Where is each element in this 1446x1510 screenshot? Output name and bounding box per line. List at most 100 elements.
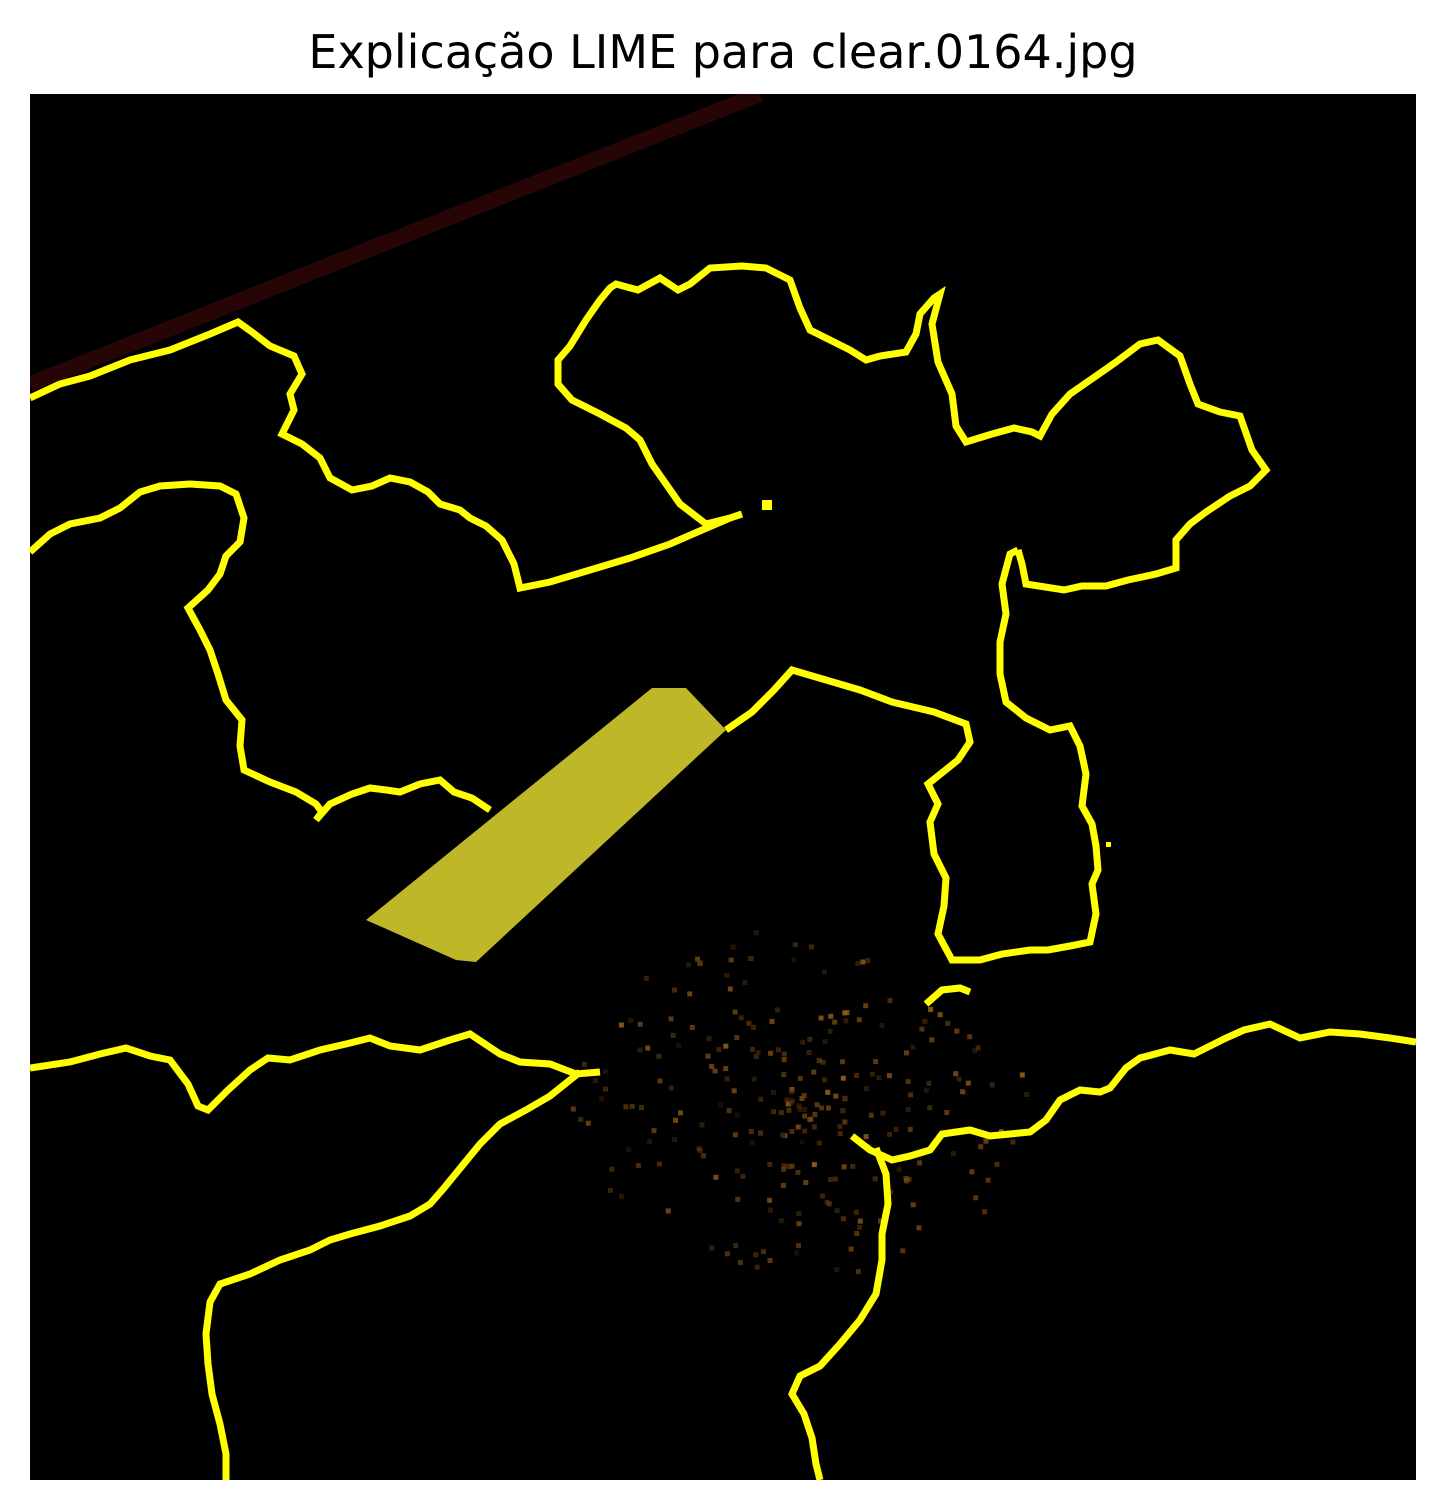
speckle xyxy=(706,1036,712,1042)
speckle xyxy=(784,1097,790,1103)
speckle xyxy=(657,1078,663,1084)
speckle xyxy=(696,1146,702,1152)
speckle xyxy=(771,1109,777,1115)
speckle xyxy=(629,1103,635,1109)
speckle xyxy=(778,1218,784,1224)
speckle xyxy=(570,1106,576,1112)
speckle xyxy=(811,1124,817,1130)
speckle xyxy=(967,1034,973,1040)
speckle xyxy=(712,1068,718,1074)
speckle xyxy=(843,1018,849,1024)
speckle xyxy=(767,1161,773,1167)
speckle xyxy=(730,944,736,950)
speckle xyxy=(989,1082,995,1088)
speckle xyxy=(651,1128,657,1134)
speckle xyxy=(832,1176,838,1182)
speckle xyxy=(758,1096,764,1102)
speckle xyxy=(820,1193,826,1199)
speckle xyxy=(602,1069,608,1075)
speckle xyxy=(872,1176,878,1182)
speckle xyxy=(801,1093,807,1099)
speckle xyxy=(994,1161,1000,1167)
speckle xyxy=(751,1076,757,1082)
speckle xyxy=(672,1137,677,1143)
speckle xyxy=(781,1057,787,1063)
speckle xyxy=(789,1163,795,1169)
speckle xyxy=(709,1064,715,1069)
speckle xyxy=(796,1221,802,1227)
speckle xyxy=(728,957,734,963)
speckle xyxy=(781,1182,786,1188)
speckle xyxy=(982,1209,988,1215)
speckle xyxy=(822,969,827,975)
speckle xyxy=(972,1048,978,1054)
speckle xyxy=(753,1252,759,1258)
speckle xyxy=(781,1072,787,1078)
speckle xyxy=(863,1134,869,1140)
speckle xyxy=(978,1144,984,1150)
speckle xyxy=(788,1100,794,1106)
speckle xyxy=(742,980,748,986)
speckle xyxy=(827,1028,833,1034)
speckle xyxy=(822,1039,828,1044)
speckle xyxy=(916,1225,922,1231)
speckle xyxy=(1024,1092,1030,1097)
speckle xyxy=(816,1058,822,1064)
speckle xyxy=(705,1053,711,1059)
background-stripe xyxy=(30,94,763,392)
speckle xyxy=(919,1026,925,1032)
speckle xyxy=(724,972,730,978)
speckle xyxy=(697,1148,703,1153)
speckle xyxy=(723,1043,729,1049)
speckle xyxy=(753,930,759,936)
speckle xyxy=(856,1017,862,1023)
speckle xyxy=(754,1054,759,1059)
speckle xyxy=(795,1169,801,1175)
speckle xyxy=(822,1077,827,1083)
speckle xyxy=(644,976,649,981)
speckle xyxy=(802,1107,808,1112)
speckle xyxy=(855,961,861,966)
speckle xyxy=(840,1059,845,1065)
speckle xyxy=(816,1140,822,1146)
speckle xyxy=(748,956,754,961)
image-canvas xyxy=(30,94,1416,1480)
speckle xyxy=(699,1122,705,1128)
speckle xyxy=(786,1107,792,1113)
speckle xyxy=(635,1163,641,1168)
speckle xyxy=(887,1131,892,1137)
speckle xyxy=(848,1246,854,1252)
speckle xyxy=(670,1032,676,1038)
speckle xyxy=(738,1015,744,1021)
speckle xyxy=(637,1021,643,1027)
speckle xyxy=(1019,1072,1025,1078)
speckle xyxy=(578,1116,584,1122)
speckle xyxy=(826,1105,831,1111)
speckle xyxy=(840,1075,846,1081)
speckle xyxy=(748,1129,754,1134)
speckle xyxy=(732,1009,738,1015)
speckle xyxy=(781,1163,787,1169)
speckle xyxy=(854,1072,859,1078)
speckle xyxy=(771,1089,776,1095)
speckle xyxy=(676,1042,682,1048)
speckle xyxy=(959,1089,965,1095)
boundary-lower-horizon xyxy=(30,1030,601,1115)
speckle xyxy=(780,1132,786,1138)
speckle xyxy=(673,1117,679,1123)
speckle xyxy=(811,1069,817,1075)
speckle xyxy=(853,1209,859,1215)
speckle xyxy=(647,1139,652,1145)
speckle xyxy=(905,1079,911,1085)
speckle xyxy=(841,1164,847,1170)
speckle xyxy=(734,1035,740,1041)
speckle xyxy=(755,1050,761,1056)
speckle xyxy=(886,1073,892,1079)
speckle xyxy=(907,1126,913,1132)
speckle xyxy=(983,1138,989,1144)
speckle xyxy=(905,1107,911,1112)
speckle xyxy=(825,1089,831,1095)
speckle xyxy=(800,1039,806,1045)
speckle xyxy=(833,1093,839,1099)
speckle xyxy=(973,1195,979,1201)
